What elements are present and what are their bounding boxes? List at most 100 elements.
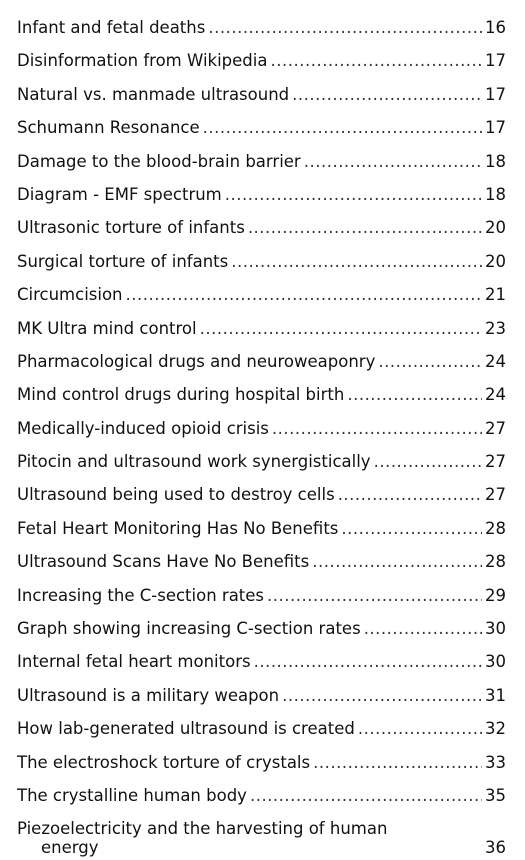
toc-entry-page-number: 23 — [485, 318, 506, 338]
toc-entry-page-number: 30 — [485, 619, 506, 639]
toc-entry-title: Ultrasound is a military weapon — [17, 685, 280, 705]
toc-entry-title: Graph showing increasing C-section rates — [17, 619, 361, 639]
toc-entry-title: The electroshock torture of crystals — [17, 752, 311, 772]
toc-entry[interactable]: Disinformation from Wikipedia...........… — [17, 44, 506, 77]
toc-dot-leader: ........................................… — [303, 151, 482, 171]
toc-entry[interactable]: Fetal Heart Monitoring Has No Benefits..… — [17, 512, 506, 545]
toc-dot-leader: ........................................… — [224, 184, 482, 204]
toc-entry-page-number: 36 — [485, 838, 506, 858]
toc-entry[interactable]: Piezoelectricity and the harvesting of h… — [17, 812, 506, 860]
toc-dot-leader: ........................................… — [199, 318, 482, 338]
toc-entry[interactable]: Damage to the blood-brain barrier.......… — [17, 145, 506, 178]
toc-entry-title: Circumcision — [17, 285, 123, 305]
toc-entry-title: Pharmacological drugs and neuroweaponry — [17, 351, 376, 371]
toc-entry-title: How lab-generated ultrasound is created — [17, 719, 355, 739]
toc-entry[interactable]: The crystalline human body..............… — [17, 779, 506, 812]
toc-entry-page-number: 17 — [485, 84, 506, 104]
toc-entry-page-number: 28 — [485, 518, 506, 538]
toc-entry-page-number: 20 — [485, 251, 506, 271]
toc-entry-page-number: 18 — [485, 151, 506, 171]
toc-dot-leader: ........................................… — [125, 285, 482, 305]
toc-entry-title: Piezoelectricity and the harvesting of h… — [17, 819, 437, 857]
toc-entry[interactable]: Ultrasonic torture of infants...........… — [17, 211, 506, 244]
toc-entry-page-number: 17 — [485, 51, 506, 71]
toc-dot-leader: ........................................… — [253, 652, 482, 672]
toc-entry-page-number: 20 — [485, 218, 506, 238]
toc-entry-title: Disinformation from Wikipedia — [17, 51, 268, 71]
toc-entry-page-number: 33 — [485, 752, 506, 772]
toc-entry[interactable]: Ultrasound Scans Have No Benefits.......… — [17, 545, 506, 578]
toc-entry-page-number: 27 — [485, 452, 506, 472]
toc-entry-title: Ultrasound Scans Have No Benefits — [17, 552, 310, 572]
toc-entry[interactable]: Mind control drugs during hospital birth… — [17, 378, 506, 411]
toc-dot-leader: ........................................… — [292, 84, 482, 104]
toc-dot-leader: ........................................… — [363, 619, 482, 639]
toc-entry[interactable]: Internal fetal heart monitors...........… — [17, 645, 506, 678]
toc-entry-title: Ultrasonic torture of infants — [17, 218, 245, 238]
toc-dot-leader: ........................................… — [347, 385, 482, 405]
toc-dot-leader: ........................................… — [373, 452, 482, 472]
toc-entry-title: Ultrasound being used to destroy cells — [17, 485, 335, 505]
toc-entry[interactable]: The electroshock torture of crystals....… — [17, 746, 506, 779]
toc-dot-leader: ........................................… — [267, 585, 482, 605]
toc-entry-title-line2: energy — [41, 838, 99, 858]
toc-entry-title: MK Ultra mind control — [17, 318, 197, 338]
toc-dot-leader: ........................................… — [247, 218, 482, 238]
toc-entry[interactable]: How lab-generated ultrasound is created.… — [17, 712, 506, 745]
toc-entry[interactable]: MK Ultra mind control...................… — [17, 312, 506, 345]
toc-dot-leader: ........................................… — [249, 785, 482, 805]
table-of-contents: Infant and fetal deaths.................… — [17, 11, 506, 860]
toc-entry[interactable]: Pharmacological drugs and neuroweaponry.… — [17, 345, 506, 378]
toc-entry[interactable]: Graph showing increasing C-section rates… — [17, 612, 506, 645]
toc-entry[interactable]: Diagram - EMF spectrum..................… — [17, 178, 506, 211]
toc-entry-title: Damage to the blood-brain barrier — [17, 151, 301, 171]
toc-entry[interactable]: Infant and fetal deaths.................… — [17, 11, 506, 44]
toc-entry-title: Internal fetal heart monitors — [17, 652, 251, 672]
toc-entry-title: Fetal Heart Monitoring Has No Benefits — [17, 518, 339, 538]
toc-dot-leader: ........................................… — [208, 18, 482, 37]
toc-entry[interactable]: Ultrasound being used to destroy cells..… — [17, 478, 506, 511]
toc-entry-title: Surgical torture of infants — [17, 251, 229, 271]
toc-entry-page-number: 24 — [485, 351, 506, 371]
toc-entry-title: Increasing the C-section rates — [17, 585, 265, 605]
toc-entry-title: Mind control drugs during hospital birth — [17, 385, 345, 405]
toc-entry-page-number: 29 — [485, 585, 506, 605]
toc-entry-title-line1: Piezoelectricity and the harvesting of h… — [17, 819, 388, 839]
toc-entry-page-number: 21 — [485, 285, 506, 305]
toc-entry-page-number: 18 — [485, 184, 506, 204]
toc-dot-leader: ........................................… — [202, 118, 482, 138]
toc-dot-leader: ........................................… — [282, 685, 482, 705]
toc-entry[interactable]: Ultrasound is a military weapon.........… — [17, 679, 506, 712]
toc-entry-title: Diagram - EMF spectrum — [17, 184, 222, 204]
toc-entry[interactable]: Increasing the C-section rates..........… — [17, 579, 506, 612]
toc-entry-page-number: 27 — [485, 418, 506, 438]
toc-entry-page-number: 28 — [485, 552, 506, 572]
toc-entry[interactable]: Natural vs. manmade ultrasound..........… — [17, 78, 506, 111]
toc-entry-title: Infant and fetal deaths — [17, 18, 206, 37]
toc-entry[interactable]: Pitocin and ultrasound work synergistica… — [17, 445, 506, 478]
toc-entry-title: Schumann Resonance — [17, 118, 200, 138]
toc-entry-page-number: 24 — [485, 385, 506, 405]
toc-entry[interactable]: Circumcision............................… — [17, 278, 506, 311]
toc-entry[interactable]: Schumann Resonance......................… — [17, 111, 506, 144]
toc-dot-leader: ........................................… — [312, 552, 482, 572]
toc-entry-page-number: 27 — [485, 485, 506, 505]
toc-entry-title: Natural vs. manmade ultrasound — [17, 84, 290, 104]
toc-entry-page-number: 16 — [485, 18, 506, 37]
toc-entry-page-number: 30 — [485, 652, 506, 672]
toc-dot-leader: ........................................… — [378, 351, 482, 371]
toc-entries: Infant and fetal deaths.................… — [17, 11, 506, 812]
toc-entry-title: Pitocin and ultrasound work synergistica… — [17, 452, 371, 472]
toc-dot-leader: ........................................… — [271, 418, 482, 438]
toc-entry-page-number: 31 — [485, 685, 506, 705]
toc-entry-page-number: 35 — [485, 785, 506, 805]
toc-dot-leader: ........................................… — [231, 251, 482, 271]
toc-entry-page-number: 32 — [485, 719, 506, 739]
toc-entry[interactable]: Medically-induced opioid crisis.........… — [17, 412, 506, 445]
toc-entry[interactable]: Surgical torture of infants.............… — [17, 245, 506, 278]
toc-entry-page-number: 17 — [485, 118, 506, 138]
toc-dot-leader: ........................................… — [357, 719, 482, 739]
toc-dot-leader: ........................................… — [341, 518, 482, 538]
toc-entry-title: Medically-induced opioid crisis — [17, 418, 269, 438]
toc-dot-leader: ........................................… — [337, 485, 482, 505]
